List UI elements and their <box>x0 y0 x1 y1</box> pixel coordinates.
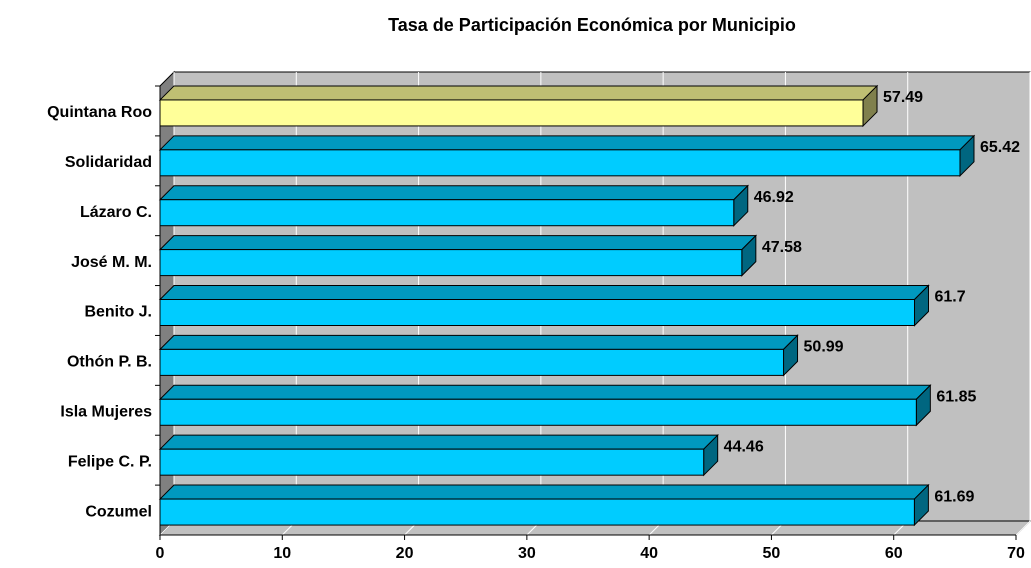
value-label: 47.58 <box>762 239 802 256</box>
x-tick-label: 20 <box>396 545 414 562</box>
bar <box>159 299 916 326</box>
bar-top <box>158 135 976 151</box>
x-tick-label: 40 <box>640 545 658 562</box>
y-tick-label: José M. M. <box>71 254 152 271</box>
value-label: 61.7 <box>935 289 966 306</box>
x-tick-label: 0 <box>156 545 165 562</box>
bar-top <box>158 434 719 450</box>
y-tick-label: Solidaridad <box>65 154 152 171</box>
value-label: 65.42 <box>980 139 1020 156</box>
bar <box>159 149 961 177</box>
y-tick-label: Felipe C. P. <box>68 453 152 470</box>
bar-top <box>158 484 930 500</box>
bar-top <box>158 85 879 101</box>
value-label: 46.92 <box>754 189 794 206</box>
value-label: 57.49 <box>883 89 923 106</box>
bar-top <box>158 185 749 201</box>
y-tick-label: Benito J. <box>84 304 152 321</box>
x-tick-label: 60 <box>885 545 903 562</box>
y-tick-label: Othón P. B. <box>67 354 152 371</box>
bar <box>159 498 915 526</box>
bar-top <box>158 285 930 300</box>
y-tick-label: Isla Mujeres <box>60 403 152 420</box>
y-tick-label: Lázaro C. <box>80 204 152 221</box>
x-tick-label: 30 <box>518 545 536 562</box>
chart-title: Tasa de Participación Económica por Muni… <box>388 15 796 35</box>
y-tick-label: Quintana Roo <box>47 104 152 121</box>
y-tick-label: Cozumel <box>85 503 152 520</box>
x-tick-label: 10 <box>273 545 291 562</box>
bar <box>159 199 735 227</box>
bar <box>159 249 743 277</box>
grid-line <box>1015 520 1031 536</box>
bar-top <box>158 235 758 251</box>
bar-top <box>158 384 932 400</box>
value-label: 44.46 <box>724 438 764 455</box>
value-label: 50.99 <box>804 339 844 356</box>
bar-top <box>158 334 799 350</box>
x-tick-label: 70 <box>1007 545 1025 562</box>
bar <box>159 448 705 476</box>
x-tick-label: 50 <box>763 545 781 562</box>
value-label: 61.69 <box>934 488 974 505</box>
bar <box>159 398 917 426</box>
value-label: 61.85 <box>936 388 976 405</box>
bar <box>159 99 864 127</box>
bar <box>159 348 785 376</box>
